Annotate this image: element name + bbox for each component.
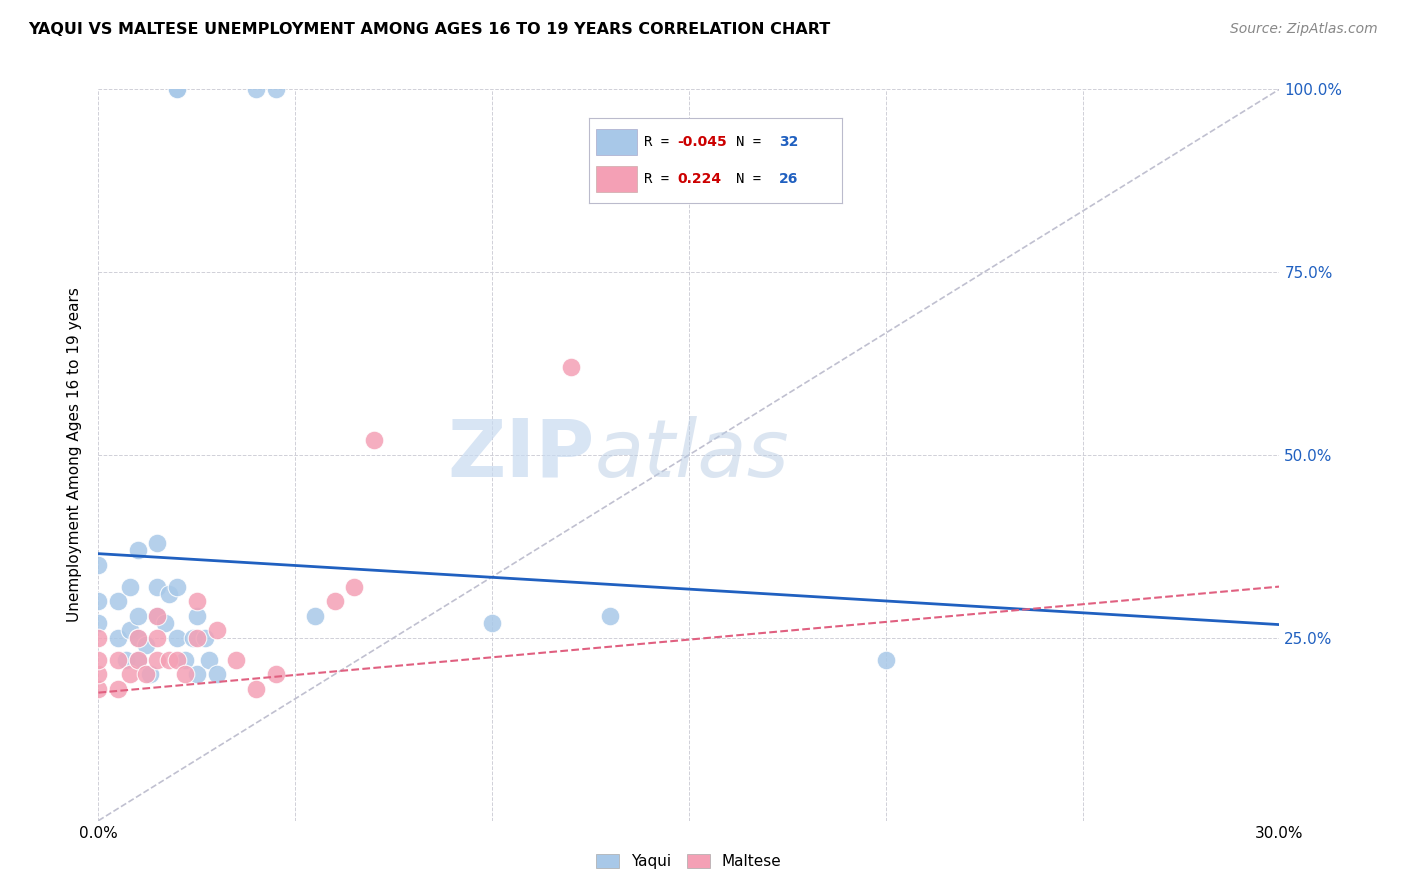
Point xyxy=(87,653,110,667)
Point xyxy=(166,82,188,96)
Point xyxy=(146,608,169,623)
Point xyxy=(146,653,169,667)
Point xyxy=(157,653,180,667)
Point xyxy=(186,594,208,608)
Point xyxy=(481,616,503,631)
Point xyxy=(135,667,157,681)
Point xyxy=(363,434,385,448)
Point xyxy=(107,681,129,696)
Text: Source: ZipAtlas.com: Source: ZipAtlas.com xyxy=(1230,22,1378,37)
Point xyxy=(107,653,129,667)
Point xyxy=(135,638,157,652)
Point xyxy=(264,667,287,681)
Point xyxy=(127,653,149,667)
Point xyxy=(174,653,197,667)
Point xyxy=(87,558,110,572)
Point xyxy=(197,653,219,667)
Point xyxy=(343,580,366,594)
Point xyxy=(138,667,160,681)
Legend: Yaqui, Maltese: Yaqui, Maltese xyxy=(591,848,787,875)
Y-axis label: Unemployment Among Ages 16 to 19 years: Unemployment Among Ages 16 to 19 years xyxy=(67,287,83,623)
Point xyxy=(155,616,177,631)
Point xyxy=(127,543,149,558)
Text: ZIP: ZIP xyxy=(447,416,595,494)
Point xyxy=(127,631,149,645)
Point xyxy=(186,667,208,681)
Point xyxy=(245,82,267,96)
Text: atlas: atlas xyxy=(595,416,789,494)
Point xyxy=(166,653,188,667)
Point xyxy=(107,631,129,645)
Point xyxy=(118,667,141,681)
Point xyxy=(560,360,582,375)
Point xyxy=(87,631,110,645)
Point xyxy=(599,608,621,623)
Point xyxy=(127,631,149,645)
Point xyxy=(304,608,326,623)
Point xyxy=(127,608,149,623)
Point xyxy=(107,594,129,608)
Point xyxy=(225,653,247,667)
Point xyxy=(87,667,110,681)
Point xyxy=(87,616,110,631)
Point xyxy=(146,580,169,594)
Point xyxy=(194,631,217,645)
Point xyxy=(323,594,346,608)
Point xyxy=(146,535,169,549)
Point xyxy=(264,82,287,96)
Point xyxy=(157,587,180,601)
Point xyxy=(127,653,149,667)
Point xyxy=(166,82,188,96)
Point xyxy=(181,631,204,645)
Point xyxy=(87,681,110,696)
Point xyxy=(205,624,228,638)
Point xyxy=(118,580,141,594)
Point xyxy=(186,631,208,645)
Point xyxy=(174,667,197,681)
Point xyxy=(115,653,138,667)
Point xyxy=(875,653,897,667)
Point xyxy=(146,608,169,623)
Point xyxy=(166,580,188,594)
Point xyxy=(87,594,110,608)
Text: YAQUI VS MALTESE UNEMPLOYMENT AMONG AGES 16 TO 19 YEARS CORRELATION CHART: YAQUI VS MALTESE UNEMPLOYMENT AMONG AGES… xyxy=(28,22,831,37)
Point xyxy=(118,624,141,638)
Point xyxy=(186,608,208,623)
Point xyxy=(146,631,169,645)
Point xyxy=(205,667,228,681)
Point xyxy=(166,631,188,645)
Point xyxy=(245,681,267,696)
